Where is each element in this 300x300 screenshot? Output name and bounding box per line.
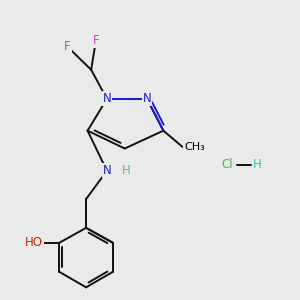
Text: F: F (93, 34, 99, 47)
Text: H: H (122, 164, 130, 177)
Text: HO: HO (25, 236, 43, 249)
Text: H: H (253, 158, 261, 171)
Text: CH₃: CH₃ (184, 142, 205, 152)
Text: N: N (103, 92, 111, 105)
Text: F: F (64, 40, 71, 53)
Text: Cl: Cl (221, 158, 233, 171)
Text: N: N (143, 92, 152, 105)
Text: N: N (103, 164, 111, 177)
